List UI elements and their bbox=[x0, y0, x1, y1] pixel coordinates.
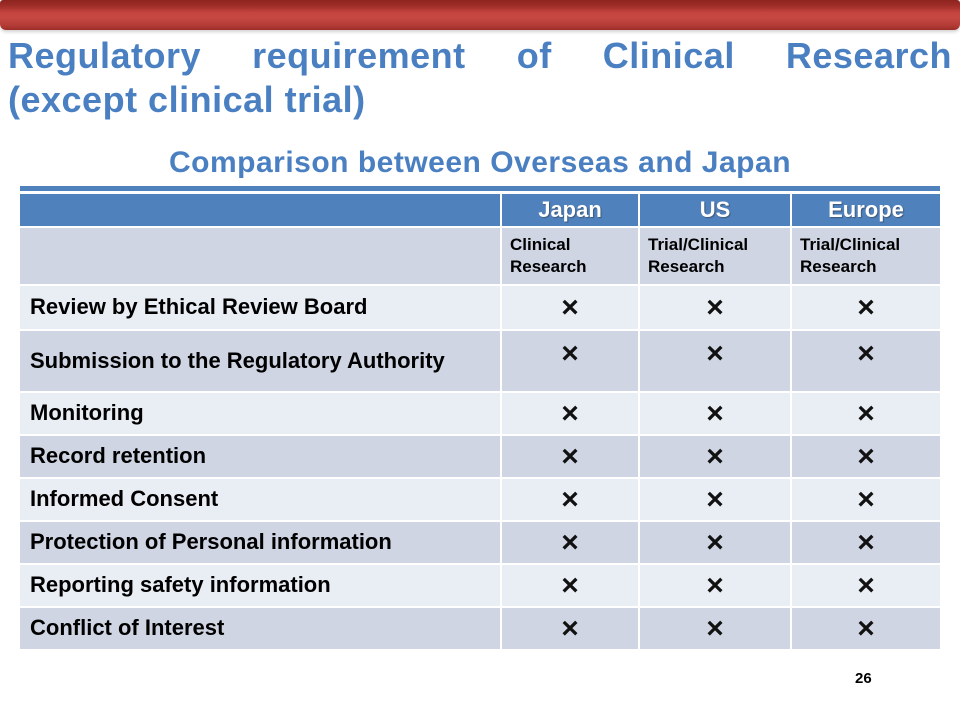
subheader-cell-japan: Clinical Research bbox=[502, 228, 638, 284]
cross-mark-icon: × bbox=[706, 396, 724, 430]
row-label: Monitoring bbox=[30, 400, 144, 426]
cross-mark-icon: × bbox=[561, 290, 579, 324]
row-label: Reporting safety information bbox=[30, 572, 331, 598]
mark-cell-japan: × bbox=[502, 393, 638, 434]
mark-cell-us: × bbox=[640, 608, 790, 649]
mark-cell-japan: × bbox=[502, 479, 638, 520]
mark-cell-europe: × bbox=[792, 565, 940, 606]
comparison-table: Japan US Europe Clinical Research Trial/… bbox=[20, 186, 940, 649]
page-number: 26 bbox=[855, 670, 872, 687]
header-label-japan: Japan bbox=[538, 197, 602, 222]
subheader-label-japan: Clinical Research bbox=[510, 234, 587, 276]
table-body: Japan US Europe Clinical Research Trial/… bbox=[20, 194, 940, 649]
cross-mark-icon: × bbox=[561, 611, 579, 645]
row-label: Conflict of Interest bbox=[30, 615, 225, 641]
cross-mark-icon: × bbox=[857, 525, 875, 559]
header-label-europe: Europe bbox=[828, 197, 904, 222]
cross-mark-icon: × bbox=[857, 568, 875, 602]
table-row-submission: Submission to the Regulatory Authority ×… bbox=[20, 331, 940, 391]
mark-cell-japan: × bbox=[502, 286, 638, 329]
table-row-informed-consent: Informed Consent × × × bbox=[20, 479, 940, 520]
table-row-record-retention: Record retention × × × bbox=[20, 436, 940, 477]
row-label-cell: Submission to the Regulatory Authority bbox=[20, 331, 500, 391]
mark-cell-us: × bbox=[640, 393, 790, 434]
mark-cell-europe: × bbox=[792, 479, 940, 520]
header-label-us: US bbox=[699, 197, 731, 222]
mark-cell-us: × bbox=[640, 286, 790, 329]
cross-mark-icon: × bbox=[857, 611, 875, 645]
row-label: Review by Ethical Review Board bbox=[30, 294, 368, 320]
mark-cell-europe: × bbox=[792, 608, 940, 649]
cross-mark-icon: × bbox=[857, 439, 875, 473]
mark-cell-japan: × bbox=[502, 565, 638, 606]
table-top-border bbox=[20, 186, 940, 191]
mark-cell-japan: × bbox=[502, 436, 638, 477]
mark-cell-europe: × bbox=[792, 286, 940, 329]
cross-mark-icon: × bbox=[706, 337, 724, 370]
header-cell-japan: Japan bbox=[502, 194, 638, 226]
row-label: Informed Consent bbox=[30, 486, 219, 512]
cross-mark-icon: × bbox=[706, 290, 724, 324]
header-cell-empty bbox=[20, 194, 500, 226]
cross-mark-icon: × bbox=[857, 396, 875, 430]
row-label-cell: Review by Ethical Review Board bbox=[20, 286, 500, 329]
cross-mark-icon: × bbox=[706, 611, 724, 645]
title-line-1: Regulatory requirement of Clinical Resea… bbox=[8, 35, 952, 76]
cross-mark-icon: × bbox=[706, 525, 724, 559]
cross-mark-icon: × bbox=[561, 439, 579, 473]
cross-mark-icon: × bbox=[857, 337, 875, 370]
subheader-cell-empty bbox=[20, 228, 500, 284]
table-row-conflict-of-interest: Conflict of Interest × × × bbox=[20, 608, 940, 649]
cross-mark-icon: × bbox=[561, 337, 579, 370]
header-cell-us: US bbox=[640, 194, 790, 226]
subheader-cell-us: Trial/Clinical Research bbox=[640, 228, 790, 284]
cross-mark-icon: × bbox=[561, 525, 579, 559]
mark-cell-europe: × bbox=[792, 393, 940, 434]
cross-mark-icon: × bbox=[561, 568, 579, 602]
row-label: Protection of Personal information bbox=[30, 529, 392, 555]
mark-cell-us: × bbox=[640, 331, 790, 391]
row-label-cell: Reporting safety information bbox=[20, 565, 500, 606]
subheader-label-europe: Trial/Clinical Research bbox=[800, 234, 901, 276]
cross-mark-icon: × bbox=[706, 439, 724, 473]
top-accent-bar bbox=[0, 0, 960, 30]
mark-cell-japan: × bbox=[502, 522, 638, 563]
cross-mark-icon: × bbox=[561, 396, 579, 430]
header-cell-europe: Europe bbox=[792, 194, 940, 226]
title-line-2: (except clinical trial) bbox=[8, 78, 366, 120]
mark-cell-us: × bbox=[640, 479, 790, 520]
row-label-cell: Informed Consent bbox=[20, 479, 500, 520]
mark-cell-us: × bbox=[640, 565, 790, 606]
mark-cell-us: × bbox=[640, 436, 790, 477]
row-label: Record retention bbox=[30, 443, 207, 469]
table-header-row: Japan US Europe bbox=[20, 194, 940, 226]
table-subheader-row: Clinical Research Trial/Clinical Researc… bbox=[20, 228, 940, 284]
row-label-cell: Conflict of Interest bbox=[20, 608, 500, 649]
cross-mark-icon: × bbox=[561, 482, 579, 516]
slide-subtitle: Comparison between Overseas and Japan bbox=[168, 146, 792, 179]
mark-cell-europe: × bbox=[792, 331, 940, 391]
table-row-review-board: Review by Ethical Review Board × × × bbox=[20, 286, 940, 329]
row-label-cell: Protection of Personal information bbox=[20, 522, 500, 563]
mark-cell-japan: × bbox=[502, 331, 638, 391]
cross-mark-icon: × bbox=[857, 482, 875, 516]
mark-cell-japan: × bbox=[502, 608, 638, 649]
cross-mark-icon: × bbox=[706, 482, 724, 516]
mark-cell-us: × bbox=[640, 522, 790, 563]
row-label-cell: Monitoring bbox=[20, 393, 500, 434]
row-label-cell: Record retention bbox=[20, 436, 500, 477]
slide-title: Regulatory requirement of Clinical Resea… bbox=[8, 34, 952, 122]
table-row-personal-information: Protection of Personal information × × × bbox=[20, 522, 940, 563]
table-row-monitoring: Monitoring × × × bbox=[20, 393, 940, 434]
subheader-cell-europe: Trial/Clinical Research bbox=[792, 228, 940, 284]
cross-mark-icon: × bbox=[857, 290, 875, 324]
cross-mark-icon: × bbox=[706, 568, 724, 602]
row-label: Submission to the Regulatory Authority bbox=[30, 347, 445, 373]
subheader-label-us: Trial/Clinical Research bbox=[648, 234, 749, 276]
mark-cell-europe: × bbox=[792, 436, 940, 477]
table-row-safety-information: Reporting safety information × × × bbox=[20, 565, 940, 606]
mark-cell-europe: × bbox=[792, 522, 940, 563]
